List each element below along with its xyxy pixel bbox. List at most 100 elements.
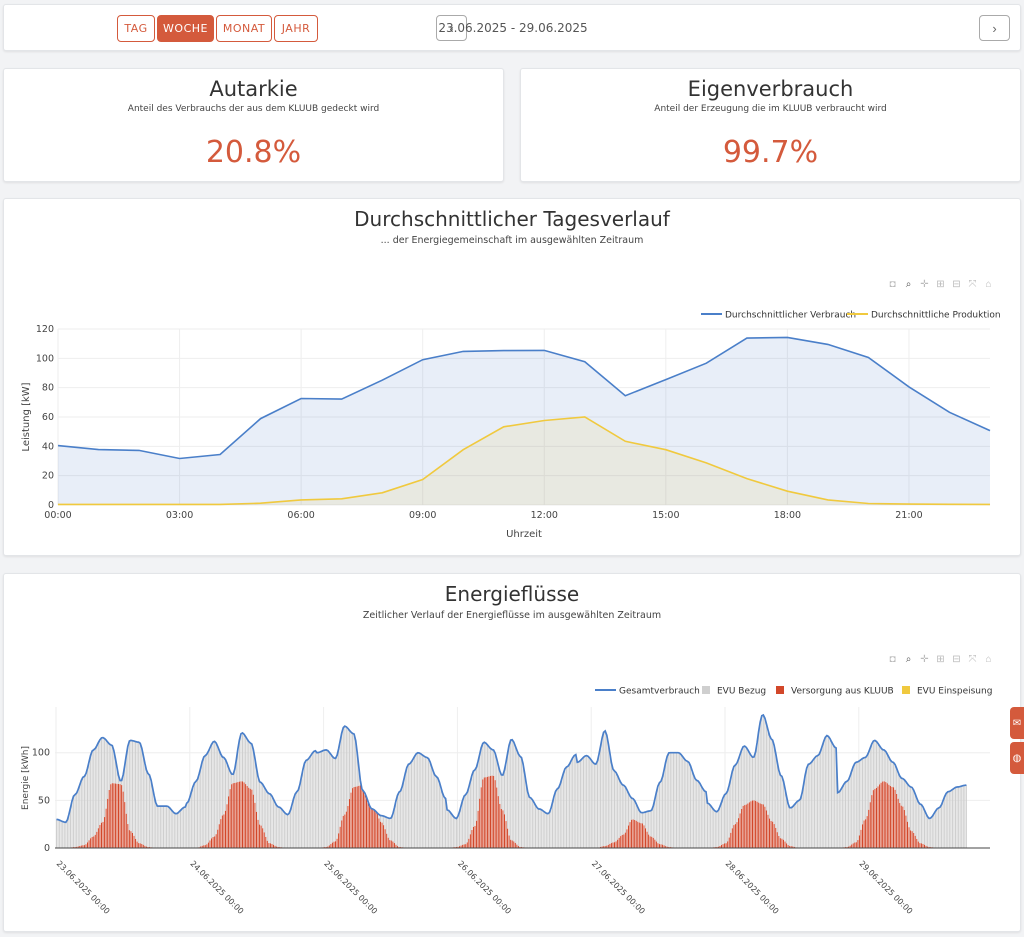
kluub-supply-bar (513, 841, 515, 848)
evu-bezug-bar (753, 757, 755, 801)
autoscale-icon[interactable]: ⤧ (968, 279, 977, 290)
evu-bezug-bar (60, 820, 62, 848)
zoom-out-icon[interactable]: ⊟ (952, 654, 961, 665)
evu-bezug-bar (809, 763, 811, 848)
evu-bezug-bar (90, 755, 92, 839)
evu-bezug-bar (891, 761, 893, 787)
evu-bezug-bar (897, 772, 899, 799)
kluub-supply-bar (493, 775, 495, 848)
x-tick-label: 29.06.2025 00:00 (857, 859, 914, 916)
evu-bezug-bar (476, 766, 478, 821)
kluub-supply-bar (765, 810, 767, 848)
evu-bezug-bar (807, 764, 809, 848)
evu-bezug-bar (854, 763, 856, 843)
kluub-supply-bar (102, 821, 104, 848)
zoom-icon[interactable]: ⌕ (905, 654, 912, 665)
evu-bezug-bar (248, 741, 250, 788)
evu-bezug-bar (294, 794, 296, 848)
kluub-supply-bar (218, 824, 220, 848)
evu-bezug-bar (175, 813, 177, 848)
evu-bezug-bar (775, 753, 777, 828)
evu-bezug-bar (508, 745, 510, 836)
kluub-supply-bar (612, 842, 614, 848)
kluub-supply-bar (248, 787, 250, 848)
kluub-supply-bar (138, 843, 140, 848)
evu-bezug-bar (624, 786, 626, 833)
kluub-supply-bar (790, 846, 792, 848)
period-button-monat[interactable]: MONAT (216, 15, 272, 42)
evu-bezug-bar (545, 813, 547, 848)
evu-bezug-bar (71, 801, 73, 848)
autoscale-icon[interactable]: ⤧ (968, 654, 977, 665)
kluub-supply-bar (124, 802, 126, 848)
evu-bezug-bar (355, 740, 357, 787)
evu-bezug-bar (517, 754, 519, 847)
kluub-supply-bar (762, 804, 764, 848)
kluub-supply-bar (857, 840, 859, 848)
kluub-supply-bar (875, 788, 877, 848)
kluub-supply-bar (386, 833, 388, 848)
pan-icon[interactable]: ✛ (920, 654, 929, 665)
period-button-woche[interactable]: WOCHE (157, 15, 214, 42)
evu-bezug-bar (615, 772, 617, 842)
zoom-in-icon[interactable]: ⊞ (936, 654, 945, 665)
period-button-jahr[interactable]: JAHR (274, 15, 318, 42)
evu-bezug-bar (627, 793, 629, 826)
evu-bezug-bar (193, 782, 195, 848)
evu-bezug-bar (813, 758, 815, 848)
evu-bezug-bar (169, 807, 171, 848)
period-button-tag[interactable]: TAG (117, 15, 155, 42)
globe-icon[interactable]: ◍ (1010, 742, 1024, 774)
evu-bezug-bar (321, 751, 323, 848)
evu-bezug-bar (214, 741, 216, 837)
evu-bezug-bar (282, 810, 284, 848)
evu-bezug-bar (886, 754, 888, 784)
evu-bezug-bar (578, 761, 580, 848)
evu-bezug-bar (218, 750, 220, 825)
evu-bezug-bar (127, 746, 129, 825)
reset-axes-icon[interactable]: ⌂ (985, 654, 992, 665)
evu-bezug-bar (417, 752, 419, 848)
evu-bezug-bar (835, 747, 837, 848)
evu-bezug-bar (378, 814, 380, 819)
kluub-supply-bar (113, 783, 115, 848)
evu-bezug-bar (900, 778, 902, 806)
y-tick-label: 100 (32, 748, 50, 759)
legend-evu-bezug-swatch (702, 686, 710, 694)
kluub-supply-bar (725, 843, 727, 848)
kluub-supply-bar (641, 823, 643, 848)
evu-bezug-bar (552, 802, 554, 848)
pan-icon[interactable]: ✛ (920, 279, 929, 290)
evu-bezug-bar (536, 807, 538, 848)
camera-icon[interactable]: ◘ (889, 279, 896, 290)
kluub-supply-bar (745, 804, 747, 848)
evu-bezug-bar (387, 818, 389, 838)
mail-icon[interactable]: ✉ (1010, 707, 1024, 739)
camera-icon[interactable]: ◘ (889, 654, 896, 665)
evu-bezug-bar (300, 776, 302, 848)
evu-bezug-bar (787, 803, 789, 846)
zoom-out-icon[interactable]: ⊟ (952, 279, 961, 290)
previous-week-button[interactable]: ‹ (436, 15, 467, 41)
evu-bezug-bar (499, 771, 501, 804)
zoom-icon[interactable]: ⌕ (905, 279, 912, 290)
evu-bezug-bar (252, 749, 254, 795)
energy-flows-chart[interactable]: 0 50 100 23.06.2025 00:00 24.06.2025 00:00 25… (4, 574, 1020, 931)
evu-bezug-bar (97, 742, 99, 829)
kluub-supply-bar (252, 794, 254, 848)
evu-bezug-bar (930, 818, 932, 848)
zoom-in-icon[interactable]: ⊞ (936, 279, 945, 290)
kluub-supply-bar (488, 776, 490, 848)
kluub-supply-bar (643, 825, 645, 848)
next-week-button[interactable]: › (979, 15, 1010, 41)
daily-profile-chart[interactable]: 0 20 40 60 80 100 120 00:00 03:00 06:00 09:00 12:00… (4, 199, 1020, 555)
kluub-supply-bar (221, 815, 223, 848)
kluub-supply-bar (268, 843, 270, 848)
evu-bezug-bar (135, 741, 137, 839)
evu-bezug-bar (471, 775, 473, 831)
reset-axes-icon[interactable]: ⌂ (985, 279, 992, 290)
evu-bezug-bar (514, 745, 516, 843)
kluub-supply-bar (376, 813, 378, 848)
y-axis-title: Energie [kWh] (21, 746, 31, 810)
kluub-supply-bar (100, 822, 102, 848)
